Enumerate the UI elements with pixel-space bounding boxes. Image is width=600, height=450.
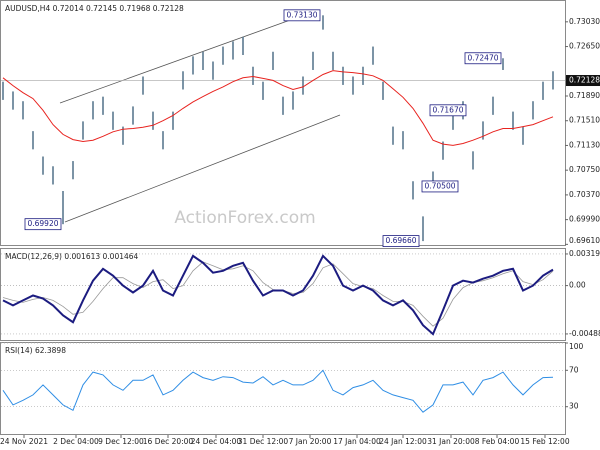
panel-title: MACD(12,26,9) 0.001613 0.001464 [5,252,139,261]
x-tick-label: 31 Dec 12:00 [238,437,289,446]
price-annotation-box [283,9,321,22]
y-tick-label: 0.70370 [569,190,600,199]
y-tick-label: 30 [569,402,579,411]
price-annotation-box [421,180,459,193]
price-annotation: 0.69660 [385,236,416,245]
y-tick-label: 0.71890 [569,91,600,100]
x-tick-label: 31 Jan 20:00 [427,437,475,446]
y-tick-label: 0.72650 [569,42,600,51]
x-tick-label: 9 Dec 12:00 [98,437,144,446]
y-tick-label: 0.70750 [569,165,600,174]
x-tick-label: 15 Feb 12:00 [520,437,569,446]
panel-title: AUDUSD,H4 0.72014 0.72145 0.71968 0.7212… [5,4,184,13]
price-annotation: 0.72470 [467,53,498,62]
macd-line [2,254,554,336]
price-annotation-box [24,218,62,231]
y-tick-label: -0.004887 [569,329,600,338]
y-tick-label: 0.71510 [569,116,600,125]
x-tick-label: 8 Feb 04:00 [475,437,520,446]
price-annotation-box [464,52,502,65]
y-tick-label: 0.69990 [569,215,600,224]
x-tick-label: 2 Dec 04:00 [53,437,99,446]
watermark: ActionForex.com [174,208,315,228]
x-tick-label: 24 Dec 04:00 [191,437,242,446]
moving-average [2,70,554,146]
rsi-panel [0,342,566,435]
x-tick-label: 24 Nov 2021 [0,437,48,446]
price-annotation: 0.69920 [27,219,58,228]
y-tick-label: 70 [569,365,579,374]
price-annotation: 0.71670 [432,105,463,114]
y-tick-label: 0.00 [569,281,586,290]
y-tick-label: 100 [569,342,584,351]
y-tick-label: 0.003199 [569,249,600,258]
price-annotation-box [382,235,420,247]
price-annotation-box [429,104,467,117]
rsi-line [2,369,554,413]
y-tick-label: 0.73030 [569,17,600,26]
last-price-label: 0.72128 [569,76,600,85]
x-tick-label: 17 Jan 04:00 [333,437,381,446]
price-annotation: 0.73130 [286,10,317,19]
x-tick-label: 7 Jan 20:00 [289,437,332,446]
price-panel [0,0,566,246]
x-tick-label: 24 Jan 12:00 [379,437,427,446]
y-tick-label: 0.71130 [569,140,600,149]
macd-panel [0,248,566,341]
x-tick-label: 16 Dec 20:00 [143,437,194,446]
last-price-box [566,75,600,87]
panel-title: RSI(14) 62.3898 [5,346,66,355]
channel-line [59,9,319,104]
y-tick-label: 0.69610 [569,236,600,245]
channel-line [64,114,341,223]
price-annotation: 0.70500 [424,181,455,190]
